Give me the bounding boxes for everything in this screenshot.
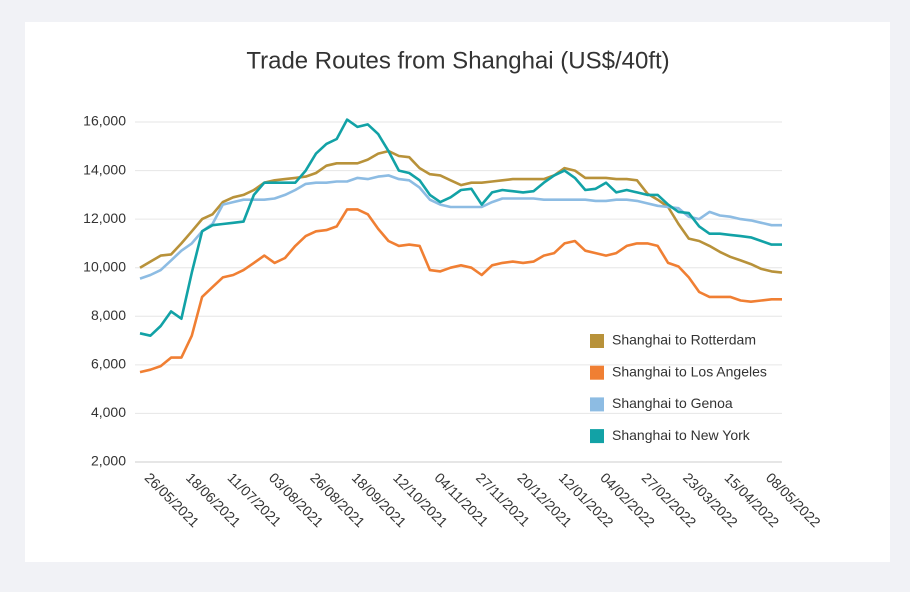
y-tick-label: 16,000 xyxy=(83,113,126,129)
legend-swatch xyxy=(590,429,604,444)
series-line xyxy=(139,208,782,374)
y-tick-label: 2,000 xyxy=(91,453,126,469)
y-tick-label: 12,000 xyxy=(83,210,126,226)
legend-swatch xyxy=(590,365,604,380)
y-tick-label: 4,000 xyxy=(91,404,126,420)
legend-label: Shanghai to Rotterdam xyxy=(612,332,756,348)
series-line xyxy=(139,149,783,274)
y-tick-label: 8,000 xyxy=(91,307,126,323)
legend-swatch xyxy=(590,397,604,412)
y-tick-label: 10,000 xyxy=(83,258,126,274)
series-line xyxy=(139,174,782,280)
y-tick-label: 14,000 xyxy=(83,161,126,177)
legend-label: Shanghai to Los Angeles xyxy=(612,363,767,379)
card xyxy=(25,22,890,562)
legend-label: Shanghai to Genoa xyxy=(612,395,733,411)
y-tick-label: 6,000 xyxy=(91,356,126,372)
legend-label: Shanghai to New York xyxy=(612,427,751,443)
series-line xyxy=(139,118,782,337)
legend-swatch xyxy=(590,334,604,348)
chart-title: Trade Routes from Shanghai (US$/40ft) xyxy=(246,47,669,74)
